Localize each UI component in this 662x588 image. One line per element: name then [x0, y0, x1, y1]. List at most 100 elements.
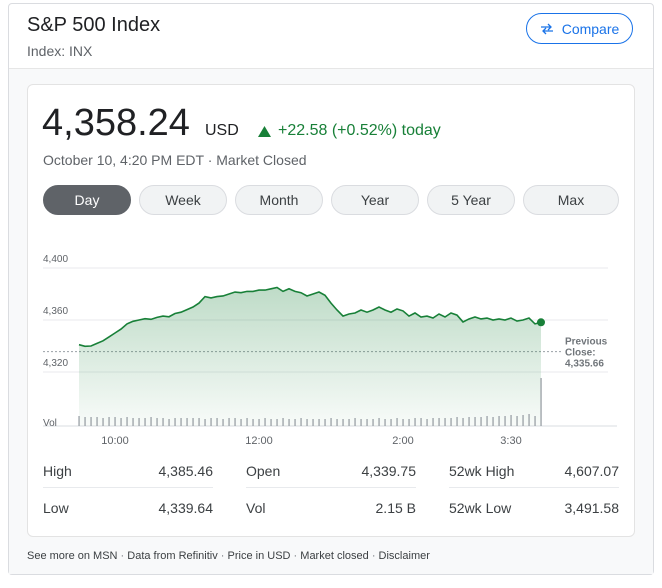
volume-bar	[324, 419, 326, 426]
range-tab[interactable]: Week	[139, 185, 227, 215]
footer-link[interactable]: Disclaimer	[378, 550, 430, 562]
volume-label: Vol	[43, 418, 57, 429]
volume-bar	[192, 418, 194, 426]
volume-bar	[132, 418, 134, 426]
volume-bar	[276, 419, 278, 426]
separator: ·	[290, 550, 301, 562]
volume-bar	[114, 417, 116, 426]
range-tab[interactable]: Year	[331, 185, 419, 215]
volume-bar	[102, 418, 104, 426]
stat-value: 4,339.75	[361, 463, 417, 479]
x-tick-label: 10:00	[101, 435, 129, 447]
volume-bar	[222, 419, 224, 426]
stat-value: 3,491.58	[564, 500, 620, 516]
volume-bar	[426, 419, 428, 426]
x-tick-label: 2:00	[392, 435, 413, 447]
volume-bar	[450, 418, 452, 426]
volume-bar	[366, 419, 368, 426]
previous-close-value: 4,335.66	[565, 359, 604, 370]
volume-bar	[348, 419, 350, 426]
volume-bar	[330, 418, 332, 426]
volume-bar	[336, 419, 338, 426]
volume-bar	[138, 418, 140, 426]
volume-bar	[414, 418, 416, 426]
x-tick-label: 12:00	[245, 435, 273, 447]
volume-bar	[126, 417, 128, 426]
volume-bar	[432, 418, 434, 426]
compare-icon	[540, 23, 553, 34]
volume-bar	[84, 417, 86, 426]
previous-close-bg	[562, 337, 614, 370]
volume-bar	[534, 416, 536, 426]
volume-bar	[162, 418, 164, 426]
footer: See more on MSN · Data from Refinitiv · …	[27, 550, 430, 562]
volume-bar	[168, 419, 170, 426]
stat-divider	[449, 487, 619, 488]
volume-bar	[90, 417, 92, 426]
volume-bar	[174, 418, 176, 426]
y-tick-label: 4,400	[43, 254, 68, 265]
volume-bar	[150, 417, 152, 426]
volume-bar	[198, 418, 200, 426]
stat-value: 4,385.46	[158, 463, 214, 479]
stat-label: High	[43, 463, 72, 479]
volume-bar	[444, 418, 446, 426]
stat-label: Vol	[246, 500, 266, 516]
volume-bar	[312, 419, 314, 426]
volume-bar	[354, 418, 356, 426]
volume-bar	[258, 419, 260, 426]
stat-label: Low	[43, 500, 69, 516]
volume-bar	[240, 419, 242, 426]
stat-label: 52wk High	[449, 463, 515, 479]
volume-bar	[486, 416, 488, 426]
up-arrow	[258, 126, 271, 137]
volume-bar	[252, 419, 254, 426]
volume-bar	[372, 419, 374, 426]
footer-link[interactable]: See more on MSN	[27, 550, 118, 562]
volume-bar	[540, 378, 542, 426]
volume-bar	[144, 418, 146, 426]
volume-bar	[288, 419, 290, 426]
previous-close-text: Close:	[565, 348, 596, 359]
volume-bar	[498, 416, 500, 426]
subtitle: Index: INX	[27, 43, 93, 59]
volume-bar	[210, 418, 212, 426]
volume-bar	[306, 419, 308, 426]
close-dot	[537, 318, 545, 327]
volume-bar	[456, 417, 458, 426]
volume-bar	[270, 419, 272, 426]
volume-bar	[480, 417, 482, 426]
volume-bar	[522, 415, 524, 426]
volume-bar	[438, 418, 440, 426]
separator: ·	[117, 550, 128, 562]
range-tab[interactable]: Day	[43, 185, 131, 215]
volume-bar	[504, 416, 506, 426]
volume-bar	[378, 418, 380, 426]
volume-bar	[120, 418, 122, 426]
footer-link[interactable]: Data from Refinitiv	[127, 550, 218, 562]
currency: USD	[205, 122, 239, 139]
stat-value: 2.15 B	[375, 500, 416, 516]
footer-link[interactable]: Market closed	[300, 550, 369, 562]
volume-bar	[96, 417, 98, 426]
volume-bar	[468, 417, 470, 426]
footer-link[interactable]: Price in USD	[227, 550, 291, 562]
y-tick-label: 4,360	[43, 306, 68, 317]
range-tab[interactable]: 5 Year	[427, 185, 515, 215]
volume-bar	[384, 419, 386, 426]
volume-bar	[360, 419, 362, 426]
range-tab[interactable]: Month	[235, 185, 323, 215]
range-tab[interactable]: Max	[523, 185, 619, 215]
volume-bar	[216, 418, 218, 426]
volume-bar	[78, 416, 80, 426]
volume-bar	[264, 418, 266, 426]
y-tick-label: 4,320	[43, 358, 68, 369]
separator: ·	[217, 550, 228, 562]
stat-label: 52wk Low	[449, 500, 512, 516]
chart: 4,320 4,360 4,400 10:00 12:00 2:00 3:30 Vol Prev…	[43, 254, 617, 447]
volume-bar	[300, 418, 302, 426]
compare-button[interactable]: Compare	[526, 13, 633, 44]
volume-bar	[318, 419, 320, 426]
timestamp: October 10, 4:20 PM EDT · Market Closed	[43, 152, 307, 168]
